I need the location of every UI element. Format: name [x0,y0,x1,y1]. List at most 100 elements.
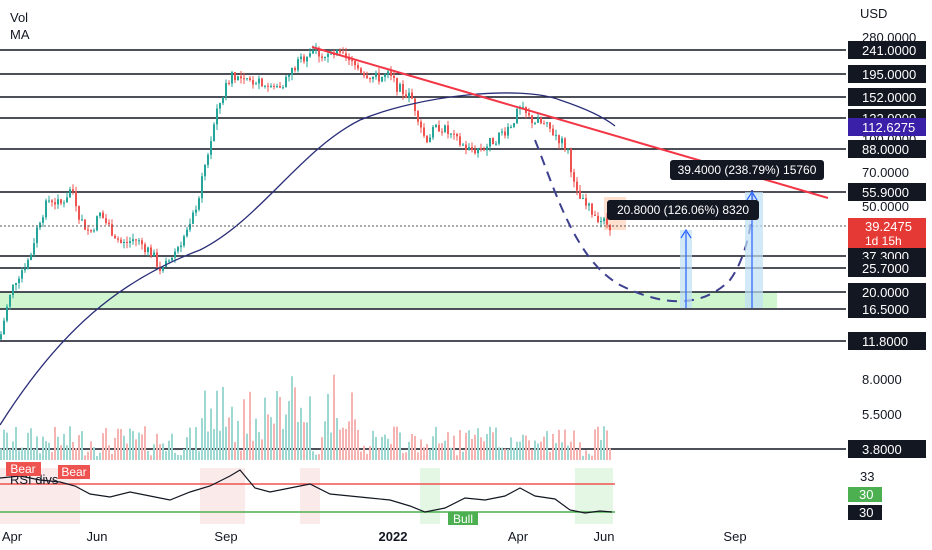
volume-bar-32 [96,455,98,460]
volume-bar-174 [522,434,524,460]
candle-1 [3,317,5,335]
candle-199 [597,212,599,224]
volume-bar-146 [438,443,440,460]
candle-187 [561,136,563,148]
candle-39 [117,236,119,243]
volume-bar-192 [576,449,578,460]
candle-90 [270,83,272,89]
volume-bar-116 [348,421,350,460]
volume-bar-175 [525,435,527,460]
candle-183 [549,122,551,133]
candle-107 [321,53,323,62]
measure-arrowhead-2 [746,190,758,201]
candle-40 [120,237,122,244]
volume-bar-20 [60,445,62,460]
volume-bar-98 [294,387,296,460]
volume-bar-76 [228,417,230,460]
volume-bar-17 [51,452,53,460]
volume-bar-186 [558,429,560,460]
candle-169 [507,123,509,139]
time-axis[interactable]: Apr Jun Sep 2022 Apr Jun Sep [2,529,747,544]
volume-bar-69 [207,431,209,460]
candle-5 [15,282,17,291]
volume-bar-195 [585,450,587,460]
candle-62 [186,226,188,238]
volume-bar-145 [435,426,437,460]
volume-bar-13 [39,453,41,460]
volume-bar-101 [303,422,305,460]
candle-94 [282,85,284,90]
candle-189 [567,148,569,154]
legend-vol: Vol [10,10,28,25]
price-tick-5: 5.5000 [862,407,902,422]
candle-55 [165,257,167,268]
candle-108 [324,56,326,61]
volume-bar-11 [33,448,35,460]
volume-bar-149 [447,432,449,460]
volume-bar-159 [477,428,479,460]
volume-bar-53 [159,444,161,460]
volume-bar-166 [498,447,500,460]
candle-9 [27,258,29,270]
volume-bar-191 [573,430,575,460]
volume-bar-37 [111,453,113,460]
candle-188 [564,137,566,152]
volume-bar-67 [201,418,203,460]
candle-153 [459,133,461,148]
candle-152 [456,132,458,141]
candle-192 [576,177,578,196]
ma-value-badge: 112.6275 [848,118,926,136]
volume-bar-44 [132,431,134,460]
candle-49 [147,246,149,257]
candle-50 [150,244,152,258]
volume-bar-109 [327,393,329,460]
candle-87 [261,77,263,88]
candle-155 [465,140,467,155]
candle-133 [399,82,401,93]
volume-bar-6 [18,450,20,460]
volume-bar-148 [444,440,446,460]
volume-bar-27 [81,431,83,460]
volume-bar-202 [606,430,608,460]
volume-bar-18 [54,426,56,460]
volume-bar-124 [372,430,374,460]
price-tick-0: 280.0000 [862,30,916,45]
candle-164 [492,137,494,145]
candle-163 [489,137,491,152]
candle-81 [243,72,245,84]
volume-bar-188 [564,429,566,460]
candle-72 [216,104,218,130]
volume-bar-68 [204,390,206,460]
volume-bar-138 [414,435,416,460]
volume-bar-15 [45,441,47,460]
candle-25 [75,186,77,212]
volume-bar-122 [366,453,368,460]
volume-bar-87 [261,439,263,460]
candle-36 [108,219,110,226]
candle-175 [525,106,527,119]
volume-bar-99 [297,422,299,460]
volume-bar-4 [12,441,14,460]
volume-bar-169 [507,448,509,460]
measure-text-1: 39.4000 (238.79%) 15760 [678,163,817,177]
volume-bar-1 [3,429,5,460]
candle-85 [255,81,257,85]
candle-16 [48,195,50,204]
candle-101 [303,53,305,64]
candle-0 [0,331,2,341]
candle-172 [516,106,518,125]
candle-113 [339,48,341,55]
volume-bar-143 [429,449,431,460]
candle-149 [447,120,449,139]
level-tag-9: 16.5000 [848,300,926,318]
candle-151 [453,129,455,140]
volume-bar-30 [90,441,92,460]
volume-bar-29 [87,451,89,460]
volume-bar-8 [24,449,26,460]
candle-32 [96,215,98,232]
level-tag-11: 3.8000 [848,440,926,458]
candle-3 [9,294,11,310]
volume-bar-167 [501,447,503,460]
volume-bar-106 [318,454,320,460]
